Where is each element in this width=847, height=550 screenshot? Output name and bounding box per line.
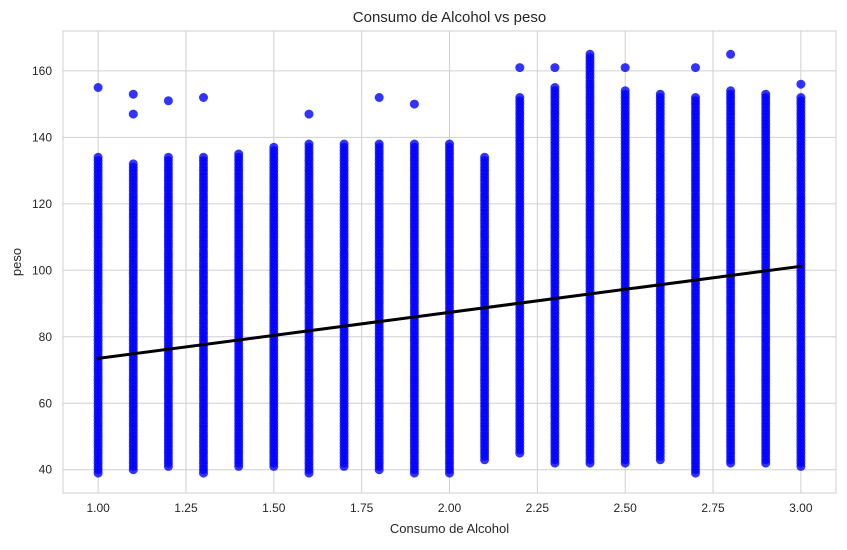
data-point <box>515 63 525 73</box>
y-tick-label: 80 <box>39 330 53 344</box>
data-point <box>304 139 314 149</box>
y-tick-label: 60 <box>39 396 53 410</box>
data-point <box>269 142 279 152</box>
data-point <box>726 49 736 59</box>
data-point <box>199 152 208 162</box>
y-tick-label: 40 <box>39 463 53 477</box>
data-point <box>128 109 138 119</box>
y-tick-label: 100 <box>32 263 52 277</box>
x-tick-label: 2.50 <box>614 501 638 515</box>
data-point <box>550 63 560 73</box>
data-point <box>691 63 700 73</box>
data-point <box>128 89 138 99</box>
plot-frame <box>62 30 837 494</box>
data-point <box>550 83 560 92</box>
data-point <box>93 83 103 92</box>
data-point <box>339 139 349 149</box>
data-point <box>726 86 736 96</box>
data-point <box>585 49 595 59</box>
data-point <box>409 139 419 149</box>
y-axis-label: peso <box>9 248 24 276</box>
y-tick-label: 160 <box>32 64 52 78</box>
data-points <box>93 49 806 478</box>
x-axis-label: Consumo de Alcohol <box>390 521 509 536</box>
x-tick-label: 1.75 <box>350 501 374 515</box>
data-point <box>620 86 630 96</box>
data-point <box>199 93 208 102</box>
x-tick-label: 2.00 <box>438 501 462 515</box>
regression-line <box>96 264 803 360</box>
data-point <box>163 96 173 106</box>
data-point <box>761 89 771 99</box>
data-point <box>445 139 454 149</box>
data-point <box>374 93 384 102</box>
x-tick-label: 2.75 <box>701 501 725 515</box>
x-tick-labels: 1.00 1.25 1.50 1.75 2.00 2.25 2.50 2.75 3.00 <box>86 501 812 515</box>
x-tick-label: 1.00 <box>86 501 110 515</box>
y-tick-label: 140 <box>32 130 52 144</box>
data-point <box>234 149 244 159</box>
x-tick-label: 1.25 <box>174 501 198 515</box>
data-point <box>796 93 806 102</box>
data-point <box>93 152 103 162</box>
x-tick-label: 3.00 <box>789 501 813 515</box>
data-point <box>480 152 490 162</box>
data-point <box>691 93 700 102</box>
x-tick-label: 2.25 <box>526 501 550 515</box>
data-point <box>620 63 630 73</box>
y-tick-label: 120 <box>32 197 52 211</box>
data-point <box>515 93 525 102</box>
data-point <box>655 89 665 99</box>
x-tick-label: 1.50 <box>262 501 286 515</box>
data-point <box>796 79 806 89</box>
y-tick-labels: 40 60 80 100 120 140 160 <box>32 64 52 477</box>
data-point <box>128 159 138 169</box>
data-point <box>374 139 384 149</box>
data-point <box>304 109 314 119</box>
data-point <box>409 99 419 109</box>
chart-title: Consumo de Alcohol vs peso <box>353 9 546 26</box>
data-point <box>163 152 173 162</box>
